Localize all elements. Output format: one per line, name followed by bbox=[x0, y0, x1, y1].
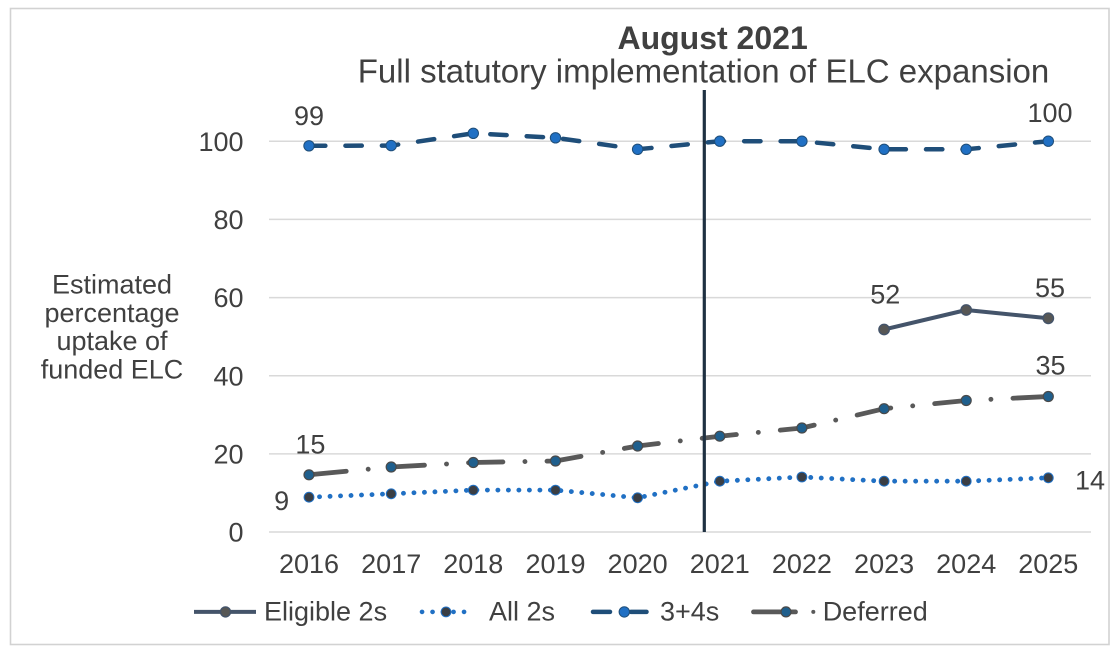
svg-text:52: 52 bbox=[870, 280, 900, 310]
svg-text:All 2s: All 2s bbox=[489, 596, 555, 626]
svg-text:percentage: percentage bbox=[44, 298, 179, 328]
svg-text:2016: 2016 bbox=[279, 549, 339, 579]
svg-text:2024: 2024 bbox=[936, 549, 996, 579]
svg-text:9: 9 bbox=[274, 486, 289, 516]
svg-text:14: 14 bbox=[1075, 466, 1105, 496]
svg-text:55: 55 bbox=[1035, 273, 1065, 303]
svg-text:60: 60 bbox=[213, 283, 243, 313]
svg-text:2021: 2021 bbox=[690, 549, 750, 579]
svg-text:40: 40 bbox=[213, 361, 243, 391]
svg-text:2023: 2023 bbox=[854, 549, 914, 579]
svg-text:100: 100 bbox=[1027, 98, 1072, 128]
svg-text:2019: 2019 bbox=[525, 549, 585, 579]
svg-text:35: 35 bbox=[1035, 351, 1065, 381]
svg-text:Estimated: Estimated bbox=[52, 269, 172, 299]
svg-text:2020: 2020 bbox=[608, 549, 668, 579]
svg-text:Full statutory implementation: Full statutory implementation of ELC exp… bbox=[358, 53, 1050, 90]
svg-text:Deferred: Deferred bbox=[823, 596, 928, 626]
svg-text:2025: 2025 bbox=[1018, 549, 1078, 579]
svg-text:2018: 2018 bbox=[443, 549, 503, 579]
svg-text:Eligible 2s: Eligible 2s bbox=[264, 596, 387, 626]
svg-text:0: 0 bbox=[228, 518, 243, 548]
svg-text:80: 80 bbox=[213, 205, 243, 235]
svg-text:99: 99 bbox=[294, 101, 324, 131]
svg-text:uptake of: uptake of bbox=[56, 326, 168, 356]
svg-text:100: 100 bbox=[198, 127, 243, 157]
svg-text:2017: 2017 bbox=[361, 549, 421, 579]
svg-text:20: 20 bbox=[213, 440, 243, 470]
svg-text:15: 15 bbox=[295, 429, 325, 459]
svg-text:August 2021: August 2021 bbox=[617, 20, 807, 56]
svg-text:funded ELC: funded ELC bbox=[41, 355, 184, 385]
svg-text:2022: 2022 bbox=[772, 549, 832, 579]
svg-text:3+4s: 3+4s bbox=[660, 596, 719, 626]
